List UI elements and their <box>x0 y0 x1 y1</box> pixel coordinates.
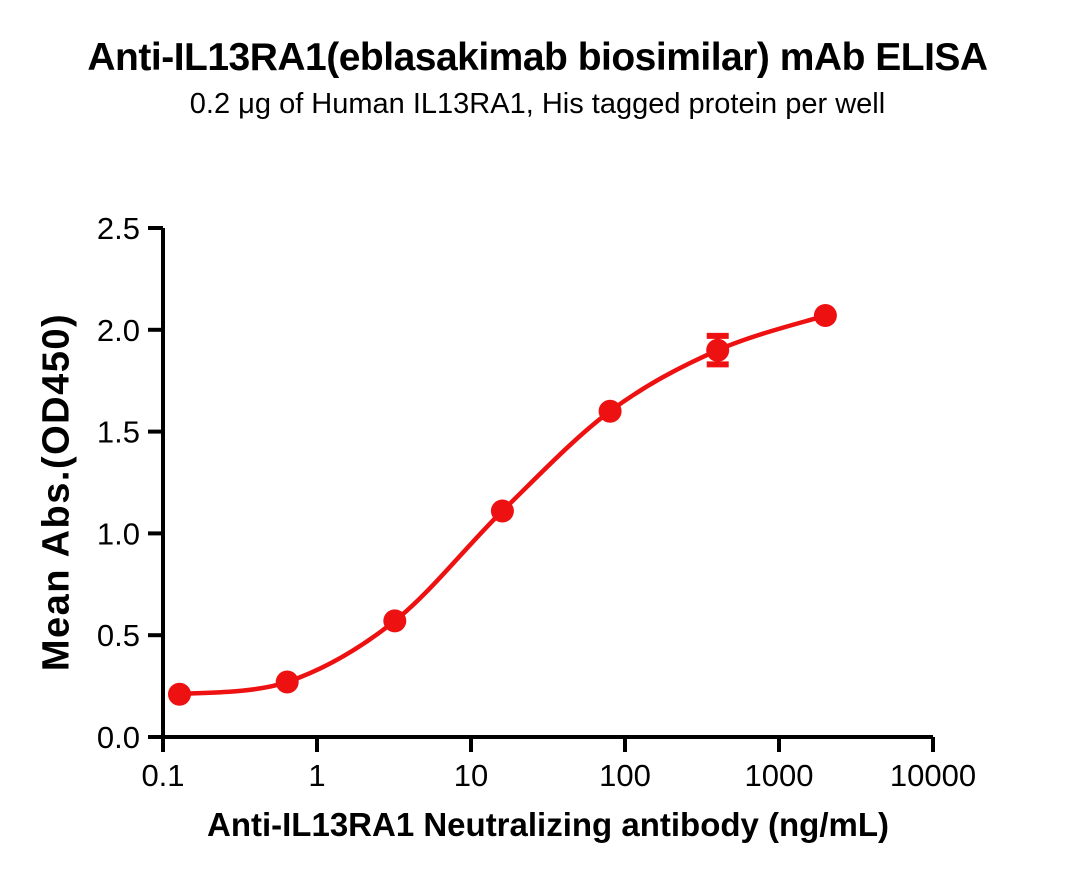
y-tick-label: 2.0 <box>97 313 140 348</box>
y-tick-label: 0.5 <box>97 618 140 653</box>
x-tick-label: 10000 <box>890 758 976 793</box>
data-point-marker <box>383 609 407 633</box>
y-tick-label: 1.5 <box>97 415 140 450</box>
chart-title: Anti-IL13RA1(eblasakimab biosimilar) mAb… <box>87 36 988 79</box>
y-tick-label: 2.5 <box>97 211 140 246</box>
axis-lines <box>161 228 933 739</box>
data-point-marker <box>813 304 837 327</box>
x-tick-label: 100 <box>599 758 651 793</box>
x-tick-label: 1 <box>308 758 325 793</box>
chart-subtitle: 0.2 μg of Human IL13RA1, His tagged prot… <box>189 88 886 120</box>
y-tick-label: 0.0 <box>97 720 140 755</box>
data-point-marker <box>490 499 514 523</box>
x-tick-label: 10 <box>454 758 488 793</box>
x-tick-label: 0.1 <box>141 758 184 793</box>
data-point-marker <box>598 399 622 423</box>
data-point-marker <box>706 338 730 362</box>
x-axis-label: Anti-IL13RA1 Neutralizing antibody (ng/m… <box>207 806 889 843</box>
x-tick-label: 1000 <box>745 758 814 793</box>
y-tick-label: 1.0 <box>97 516 140 551</box>
data-point-marker <box>168 682 191 706</box>
data-point-marker <box>275 670 299 694</box>
